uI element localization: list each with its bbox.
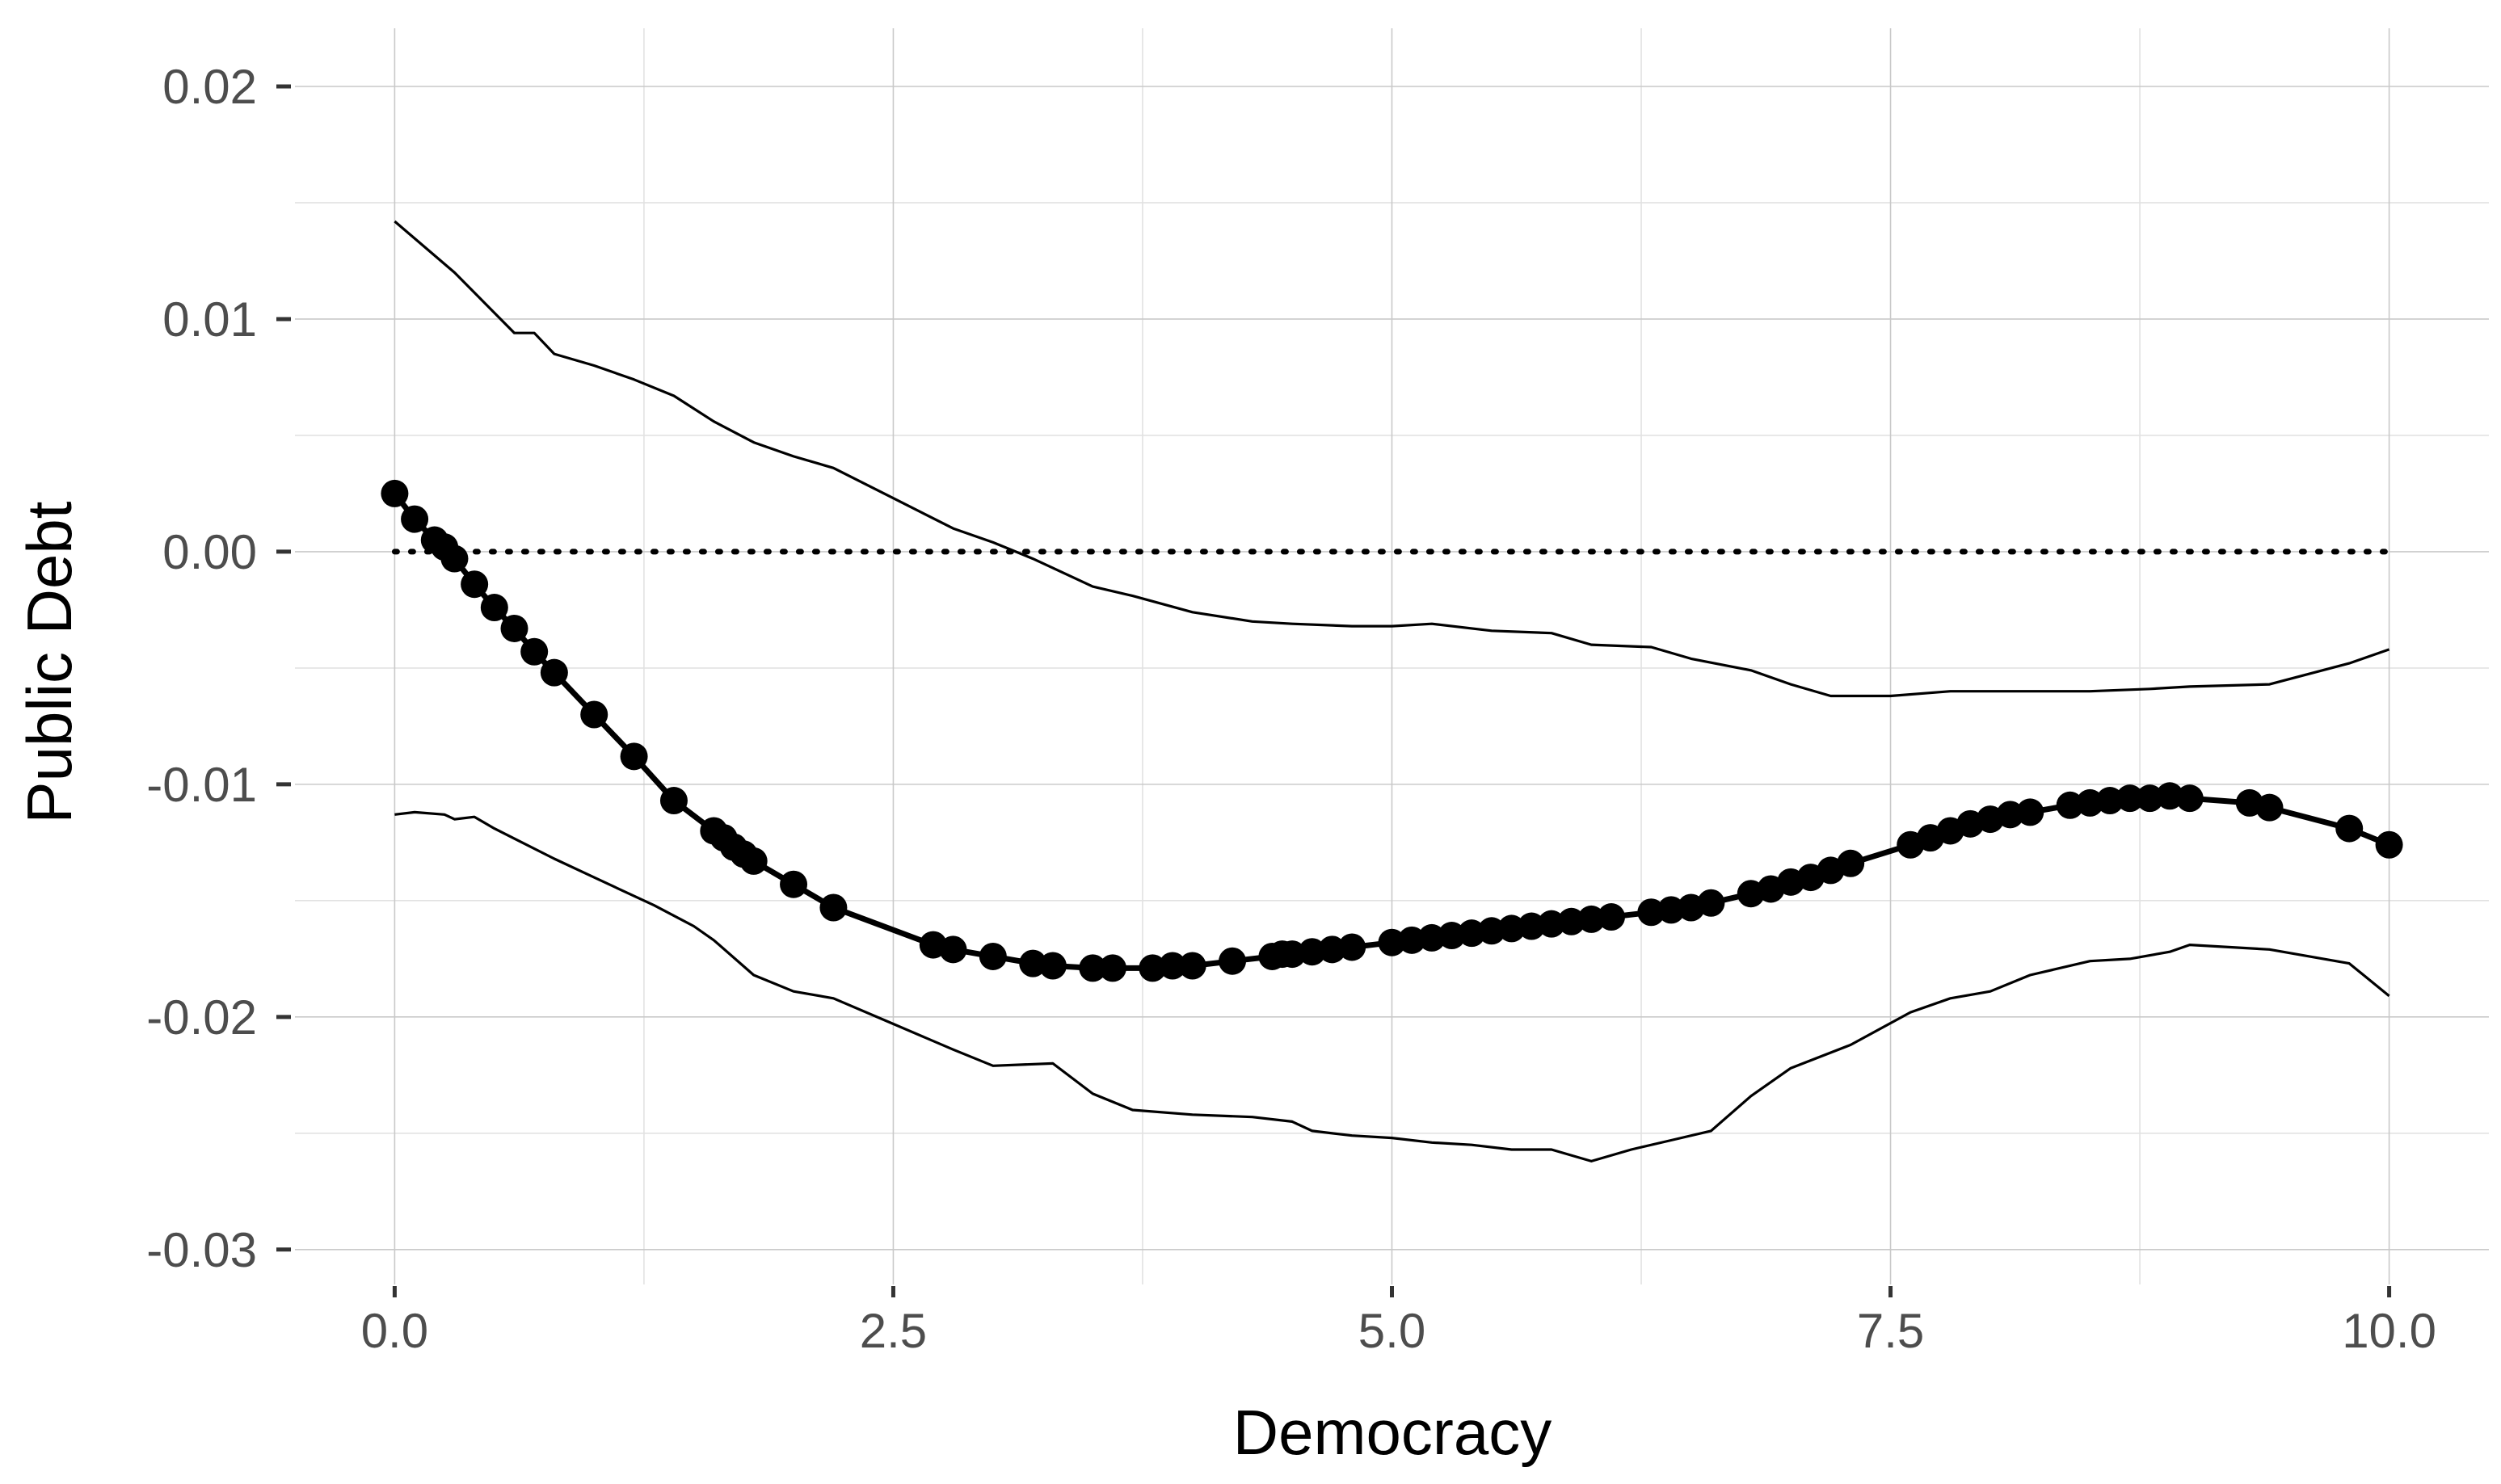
estimate-point <box>401 505 429 533</box>
estimate-point <box>480 594 508 622</box>
estimate-point <box>1657 896 1686 924</box>
estimate-point <box>1598 903 1625 931</box>
estimate-point <box>1139 954 1167 982</box>
estimate-point <box>520 637 549 666</box>
upper-bound-line <box>394 220 2390 698</box>
estimate-point <box>1697 889 1725 917</box>
x-tick-label: 10.0 <box>2342 1304 2436 1358</box>
estimate-point <box>2016 798 2044 826</box>
estimate-point <box>2136 784 2164 813</box>
x-tick-label: 7.5 <box>1857 1304 1924 1358</box>
estimate-point <box>2116 784 2144 813</box>
estimate-point <box>381 479 409 507</box>
lower-bound-line <box>394 810 2390 1162</box>
estimate-point <box>1497 914 1526 943</box>
estimate-point <box>780 870 808 898</box>
y-tick-label: 0.02 <box>162 60 257 114</box>
estimate-point <box>580 700 608 729</box>
estimate-point <box>2255 793 2284 822</box>
estimate-point <box>2335 814 2364 843</box>
estimate-point <box>1557 907 1585 935</box>
y-axis-title: Public Debt <box>14 501 85 823</box>
estimate-point <box>1837 849 1865 877</box>
estimate-point <box>739 847 768 875</box>
estimate-point <box>2076 788 2104 817</box>
estimate-point <box>500 614 528 642</box>
estimate-point <box>1038 952 1067 980</box>
estimate-point <box>1079 954 1107 982</box>
estimate-point <box>1338 933 1366 961</box>
estimate-point <box>979 942 1007 970</box>
estimate-point <box>1318 935 1346 964</box>
estimate-point <box>1438 922 1466 950</box>
estimate-point <box>1378 928 1406 956</box>
x-tick-label: 5.0 <box>1358 1304 1425 1358</box>
estimate-point <box>819 893 848 922</box>
x-axis-title: Democracy <box>1233 1397 1552 1468</box>
y-tick-label: -0.02 <box>146 990 257 1045</box>
estimate-point <box>1178 952 1206 980</box>
estimate-point <box>1398 926 1426 954</box>
estimate-point <box>1159 952 1186 980</box>
estimate-point <box>1019 949 1047 977</box>
estimate-point <box>540 658 568 687</box>
estimate-point <box>1298 938 1326 966</box>
estimate-point <box>1637 898 1665 927</box>
estimate-point <box>1996 801 2024 829</box>
estimate-points <box>381 479 2403 982</box>
axes: 0.0 2.5 5.0 7.5 10.0 0.02 0.01 0.00 -0.01 -0.02 -0… <box>146 60 2436 1358</box>
estimate-point <box>1417 923 1446 952</box>
estimate-point <box>1477 917 1505 945</box>
grid <box>295 28 2489 1284</box>
estimate-point <box>1458 919 1486 948</box>
estimate-point <box>440 544 469 573</box>
estimate-point <box>2175 784 2204 813</box>
y-tick-label: 0.01 <box>162 292 257 347</box>
x-tick-label: 0.0 <box>361 1304 428 1358</box>
estimate-point <box>2375 830 2403 859</box>
estimate-point <box>1278 940 1307 969</box>
estimate-point <box>1219 947 1247 975</box>
estimate-point <box>461 570 489 599</box>
estimate-point <box>1098 954 1126 982</box>
estimate-point <box>939 935 967 964</box>
y-tick-label: 0.00 <box>162 525 257 579</box>
estimate-point <box>1518 912 1546 940</box>
estimate-point <box>2096 787 2124 815</box>
estimate-point <box>659 787 688 815</box>
estimate-point <box>620 742 648 771</box>
y-tick-label: -0.03 <box>146 1223 257 1277</box>
estimate-point <box>1537 910 1565 938</box>
x-tick-label: 2.5 <box>860 1304 927 1358</box>
estimate-point <box>1577 905 1606 933</box>
estimate-point <box>2156 782 2184 810</box>
y-tick-label: -0.01 <box>146 758 257 812</box>
estimate-point <box>2056 791 2084 819</box>
